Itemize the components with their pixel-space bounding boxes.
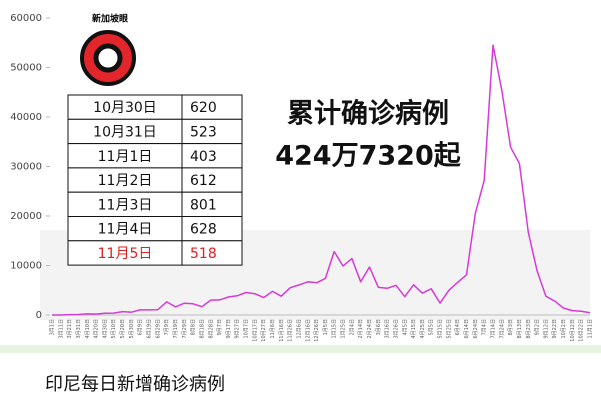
y-tick-label: 60000: [10, 13, 42, 24]
x-tick-label: 4月5日: [402, 319, 408, 335]
table-value: 518: [190, 246, 217, 262]
y-tick-label: 0: [36, 310, 42, 321]
x-tick-label: 3月1日: [50, 319, 56, 335]
x-tick-label: 8月23日: [526, 319, 532, 339]
y-tick-label: 40000: [10, 112, 42, 123]
y-tick-label: 20000: [10, 211, 42, 222]
x-tick-label: 5月5日: [429, 319, 435, 335]
table-cell: [67, 191, 183, 217]
ground: [0, 345, 601, 353]
x-tick-label: 10月12日: [570, 319, 576, 342]
x-tick-label: 10月7日: [244, 319, 250, 339]
x-tick-label: 9月2日: [535, 319, 541, 335]
x-tick-label: 1月15日: [332, 319, 338, 339]
table-date: 11月3日: [98, 197, 153, 213]
x-tick-label: 5月10日: [111, 319, 117, 339]
x-tick-label: 3月11日: [58, 319, 64, 339]
logo-text: 新加坡眼: [92, 13, 128, 25]
table-date: 11月1日: [98, 149, 153, 165]
x-tick-label: 6月19日: [147, 319, 153, 339]
x-tick-label: 6月9日: [138, 319, 144, 335]
table-value: 801: [190, 197, 217, 213]
x-tick-label: 11月16日: [279, 319, 285, 342]
x-tick-label: 9月12日: [543, 319, 549, 339]
table-value: 612: [190, 173, 217, 189]
x-tick-label: 5月15日: [438, 319, 444, 339]
x-tick-label: 7月9日: [164, 319, 170, 335]
x-tick-label: 5月30日: [129, 319, 135, 339]
headline: 424万7320起: [275, 141, 462, 172]
table-date: 10月31日: [93, 124, 157, 140]
table-cell: [67, 240, 183, 266]
x-tick-label: 6月24日: [473, 319, 479, 339]
headline: 累计确诊病例: [287, 98, 449, 130]
x-tick-label: 9月7日: [217, 319, 223, 335]
x-tick-label: 4月30日: [102, 319, 108, 339]
y-tick-label: 30000: [10, 162, 42, 173]
table-value: 523: [190, 124, 217, 140]
x-tick-label: 3月26日: [393, 319, 399, 339]
x-tick-label: 4月15日: [411, 319, 417, 339]
x-tick-label: 3月6日: [376, 319, 382, 335]
table-cell: [67, 216, 183, 242]
table-date: 11月4日: [98, 222, 153, 238]
x-tick-label: 8月8日: [191, 319, 197, 335]
x-tick-label: 3月31日: [76, 319, 82, 339]
x-tick-label: 10月17日: [252, 319, 258, 342]
table-cell: [181, 216, 243, 242]
x-tick-label: 11月26日: [288, 319, 294, 342]
x-tick-label: 8月18日: [199, 319, 205, 339]
x-tick-label: 6月4日: [455, 319, 461, 335]
x-tick-label: 7月14日: [490, 319, 496, 339]
x-tick-label: 1月5日: [323, 319, 329, 335]
x-tick-label: 2月4日: [349, 319, 355, 335]
caption: 印尼每日新增确诊病例: [45, 374, 225, 395]
x-tick-label: 5月20日: [120, 319, 126, 339]
x-tick-label: 11月6日: [270, 319, 276, 339]
logo-eye: [93, 43, 123, 73]
x-tick-label: 9月27日: [235, 319, 241, 339]
table-value: 403: [190, 149, 217, 165]
x-tick-label: 4月25日: [420, 319, 426, 339]
x-tick-label: 7月24日: [499, 319, 505, 339]
x-tick-label: 7月4日: [482, 319, 488, 335]
line: [52, 44, 591, 316]
x-tick-label: 6月29日: [155, 319, 161, 339]
y-tick-label: 10000: [10, 261, 42, 272]
x-tick-label: 12月26日: [314, 319, 320, 342]
x-tick-label: 10月22日: [579, 319, 585, 342]
table-cell: [67, 167, 183, 193]
x-tick-label: 6月14日: [464, 319, 470, 339]
x-tick-label: 8月13日: [517, 319, 523, 339]
table-date: 11月2日: [98, 173, 153, 189]
x-tick-label: 2月24日: [367, 319, 373, 339]
x-tick-label: 9月22日: [552, 319, 558, 339]
x-tick-label: 2月14日: [358, 319, 364, 339]
x-tick-label: 8月28日: [208, 319, 214, 339]
table: 10月30日 620 10月31日 523 11月1日 403 11月2日 612 11月3日 8…: [67, 94, 243, 266]
x-tick-label: 5月25日: [446, 319, 452, 339]
table-date: 10月30日: [93, 100, 157, 116]
x-tick-label: 12月16日: [305, 319, 311, 342]
y-tick-label: 50000: [10, 63, 42, 74]
x-tick-label: 10月27日: [261, 319, 267, 342]
x-tick-label: 3月16日: [385, 319, 391, 339]
table-value: 620: [190, 100, 217, 116]
x-tick-label: 4月10日: [85, 319, 91, 339]
x-tick-label: 12月6日: [296, 319, 302, 339]
x-tick-label: 8月3日: [508, 319, 514, 335]
x-tick-label: 7月19日: [173, 319, 179, 339]
x-tick-label: 3月21日: [67, 319, 73, 339]
table-cell: [181, 167, 243, 193]
x-tick-label: 11月1日: [588, 319, 594, 339]
table-date: 11月5日: [98, 246, 153, 262]
x-tick-label: 7月29日: [182, 319, 188, 339]
x-tick-label: 10月2日: [561, 319, 567, 339]
table-cell: [181, 240, 243, 266]
x-tick-label: 1月25日: [341, 319, 347, 339]
table-value: 628: [190, 222, 217, 238]
x-tick-label: 9月17日: [226, 319, 232, 339]
x-tick-label: 4月20日: [94, 319, 100, 339]
